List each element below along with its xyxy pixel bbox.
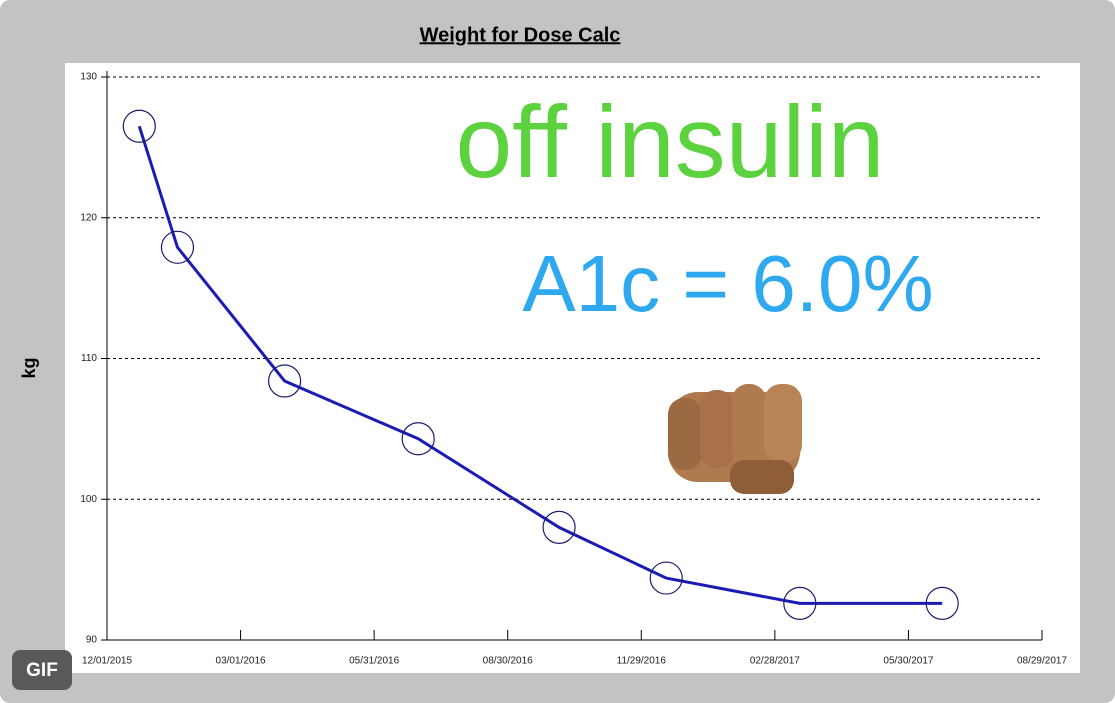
data-point: [122, 109, 156, 143]
x-tick-label: 11/29/2016: [617, 656, 667, 667]
data-point: [542, 510, 576, 545]
y-axis-label: kg: [19, 357, 39, 378]
data-point: [268, 364, 302, 398]
annotation: A1c = 6.0%: [522, 239, 933, 328]
gif-badge: [12, 650, 72, 690]
x-tick-label: 05/30/2017: [883, 656, 933, 667]
data-point: [649, 561, 683, 595]
x-tick-label: 05/31/2016: [349, 656, 399, 667]
data-point: [925, 586, 959, 621]
data-point: [401, 422, 435, 456]
series-line: [137, 125, 943, 605]
x-tick-label: 12/01/2015: [82, 656, 132, 667]
annotation: off insulin: [455, 85, 884, 199]
plot-panel: [65, 63, 1080, 673]
x-tick-label: 08/30/2016: [483, 656, 533, 667]
y-tick-label: 100: [80, 494, 97, 505]
data-point: [783, 586, 817, 621]
x-tick-label: 03/01/2016: [216, 656, 266, 667]
y-tick-label: 110: [81, 353, 97, 364]
y-tick-label: 130: [80, 72, 97, 83]
y-tick-label: 90: [86, 635, 98, 646]
chart-title: Weight for Dose Calc: [420, 24, 621, 46]
fist-icon: [668, 384, 802, 494]
y-tick-label: 120: [80, 212, 97, 223]
data-point: [160, 230, 195, 264]
x-tick-label: 02/28/2017: [750, 656, 800, 667]
x-tick-label: 08/29/2017: [1017, 656, 1067, 667]
gif-badge-label: GIF: [26, 660, 58, 681]
